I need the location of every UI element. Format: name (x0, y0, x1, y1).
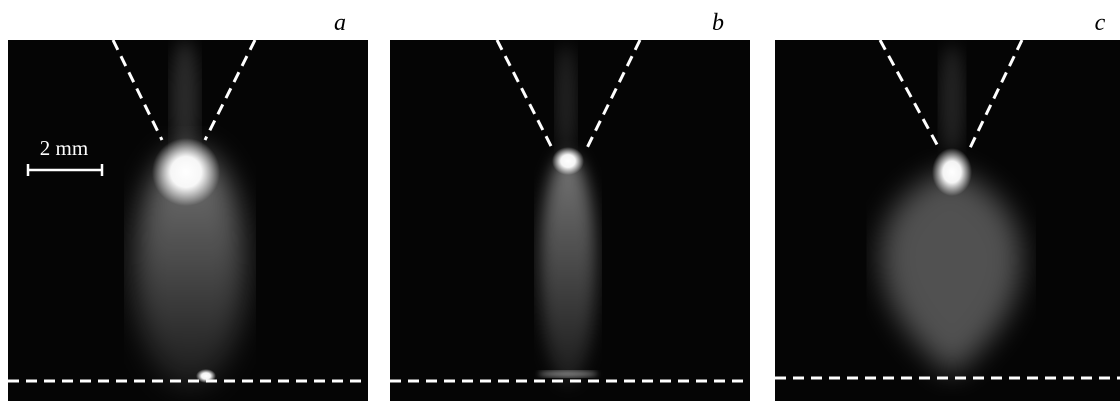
bright-spot (552, 147, 584, 175)
panel-b: b (390, 10, 750, 401)
scale-bar-label: 2 mm (40, 136, 88, 160)
panel-label: c (1095, 10, 1106, 36)
panel-c: c (775, 10, 1120, 401)
figure: 2 mm a b c (0, 0, 1120, 401)
plume (540, 155, 596, 385)
glow (940, 45, 964, 155)
bright-spot (538, 371, 598, 377)
bright-spot (152, 138, 220, 206)
panel-label: a (334, 10, 346, 36)
panel-label: b (712, 10, 724, 36)
glow (556, 45, 576, 155)
bright-spot (932, 148, 972, 196)
panel-a: 2 mm a (8, 10, 368, 401)
